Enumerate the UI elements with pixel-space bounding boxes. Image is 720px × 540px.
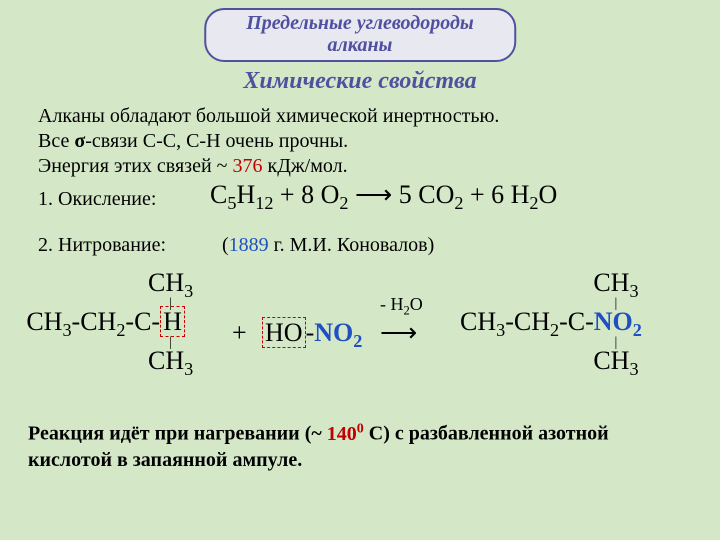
reactant-molecule: CH3 | CH3-CH2-C-H | CH3: [18, 270, 193, 378]
nitration-equation: CH3 | CH3-CH2-C-H | CH3 + HO-NO2 - H2O ⟶…: [0, 270, 720, 400]
oxid-right: 5 CO2 + 6 H2O: [399, 180, 558, 209]
product-bot: CH3: [460, 348, 642, 378]
paren-open: (: [222, 234, 229, 256]
reaction-arrow-wrap: - H2O ⟶: [380, 318, 417, 348]
reactant-top: CH3: [18, 270, 193, 300]
reactant-bot: CH3: [18, 348, 193, 378]
intro-line1: Алканы обладают большой химической инерт…: [38, 105, 499, 127]
year: 1889: [229, 234, 269, 256]
oxid-left: C5H12 + 8 O2: [210, 180, 348, 209]
nitration-author: (1889 г. М.И. Коновалов): [222, 234, 434, 257]
product-molecule: CH3 | CH3-CH2-C-NO2 | CH3: [460, 270, 642, 378]
header-line2: алканы: [328, 34, 393, 56]
header-line1: Предельные углеводороды: [246, 12, 474, 34]
paren-close: ): [428, 234, 435, 256]
oxidation-equation: C5H12 + 8 O2 ⟶ 5 CO2 + 6 H2O: [210, 180, 557, 214]
oxidation-label: 1. Окисление:: [38, 188, 156, 211]
hno3-no2: NO2: [314, 318, 362, 347]
nitration-label: 2. Нитрование:: [38, 234, 166, 257]
intro-line3a: Энергия этих связей ~: [38, 155, 232, 177]
reactant-mid: CH3-CH2-C-H: [18, 309, 193, 339]
intro-line2a: Все: [38, 130, 74, 152]
temp-value: 1400: [327, 423, 364, 445]
water-out: - H2O: [380, 294, 423, 319]
ho-box: HO: [262, 317, 306, 348]
hno3: HO-NO2: [262, 318, 362, 352]
intro-line3b: кДж/мол.: [262, 155, 347, 177]
h-box: H: [160, 306, 185, 337]
plus-sign: +: [232, 318, 247, 348]
reaction-arrow: ⟶: [380, 318, 417, 347]
subtitle: Химические свойства: [243, 68, 476, 95]
footer-t1: Реакция идёт при нагревании (~: [28, 423, 327, 445]
energy-value: 376: [232, 155, 262, 177]
sigma-symbol: σ: [74, 130, 85, 152]
oxid-arrow: ⟶: [355, 180, 392, 209]
intro-block: Алканы обладают большой химической инерт…: [38, 104, 688, 179]
author: г. М.И. Коновалов: [269, 234, 428, 256]
footer-text: Реакция идёт при нагревании (~ 1400 С) с…: [28, 420, 688, 473]
product-no2: NO2: [594, 307, 642, 336]
intro-line2b: -связи С-С, С-Н очень прочны.: [85, 130, 348, 152]
header-pill: Предельные углеводороды алканы: [204, 8, 516, 62]
